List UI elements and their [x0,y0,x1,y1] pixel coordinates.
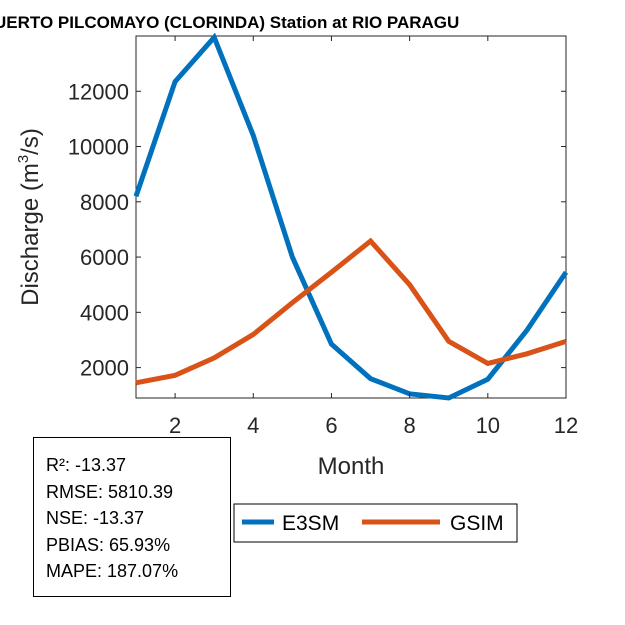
stat-pbias: PBIAS: 65.93% [46,534,171,555]
x-tick-label: 10 [476,413,500,438]
stat-rmse: RMSE: 5810.39 [46,481,174,502]
y-tick-label: 6000 [80,245,129,270]
stat-r2: R²: -13.37 [46,455,127,475]
y-tick-label: 4000 [80,300,129,325]
stats-box: R²: -13.37 RMSE: 5810.39 NSE: -13.37 PBI… [33,437,231,597]
y-axis-label: Discharge (m3/s) [15,128,44,306]
y-tick-label: 10000 [68,135,129,160]
y-tick-label: 2000 [80,356,129,381]
tick-layer: 2 4 6 8 10 12 2000 4000 6000 8000 10000 12000 [68,36,578,438]
stat-mape: MAPE: 187.07% [46,561,179,581]
series-line-e3sm [133,32,569,401]
y-tick-label: 8000 [80,190,129,215]
y-tick-label: 12000 [68,79,129,104]
x-axis-label: Month [318,453,385,480]
legend-label-gsim: GSIM [450,512,504,535]
y-axis-label-superscript: 3 [15,155,32,163]
x-tick-label: 6 [325,413,337,438]
x-tick-label: 8 [404,413,416,438]
x-tick-label: 4 [247,413,259,438]
series-layer [133,32,569,401]
y-axis-label-tail: /s) [17,128,44,155]
x-tick-label: 12 [554,413,578,438]
chart-title: UERTO PILCOMAYO (CLORINDA) Station at RI… [0,13,459,32]
legend-label-e3sm: E3SM [282,512,339,535]
stat-nse: NSE: -13.37 [46,508,145,528]
series-line-gsim [135,237,567,386]
legend: E3SM GSIM [233,503,518,543]
plot-area: 2 4 6 8 10 12 2000 4000 6000 8000 10000 12000 [68,32,578,438]
y-axis-label-main: Discharge (m [17,163,44,306]
x-tick-label: 2 [169,413,181,438]
axes-box [135,35,567,399]
